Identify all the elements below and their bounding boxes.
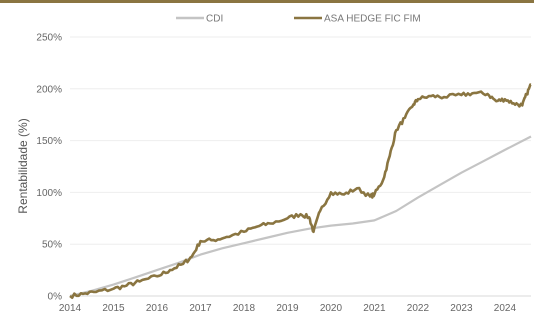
legend-label: ASA HEDGE FIC FIM [324, 14, 421, 25]
legend: CDI ASA HEDGE FIC FIM [176, 14, 421, 25]
x-tick-label: 2018 [233, 303, 256, 314]
y-axis-label: Rentabilidade (%) [16, 118, 30, 213]
x-tick-label: 2014 [59, 303, 82, 314]
legend-label: CDI [206, 14, 223, 25]
x-tick-label: 2022 [407, 303, 430, 314]
x-tick-label: 2016 [146, 303, 169, 314]
x-tick-label: 2019 [276, 303, 299, 314]
y-tick-label: 200% [36, 84, 62, 95]
y-tick-label: 250% [36, 33, 62, 44]
y-axis-ticks: 0% 50% 100% 150% 200% 250% [36, 33, 62, 303]
series-group [69, 83, 532, 299]
x-tick-label: 2021 [363, 303, 386, 314]
series-line-asa-hedge [69, 83, 532, 299]
x-axis-ticks: 2014 2015 2016 2017 2018 2019 2020 2021 2022 2023… [59, 303, 517, 314]
y-tick-label: 0% [48, 292, 63, 303]
y-tick-label: 150% [36, 136, 62, 147]
x-tick-label: 2017 [189, 303, 212, 314]
y-tick-label: 100% [36, 188, 62, 199]
series-line-cdi [69, 135, 532, 298]
y-tick-label: 50% [42, 240, 62, 251]
grid [70, 36, 531, 245]
x-tick-label: 2020 [320, 303, 343, 314]
header-accent-bar [0, 0, 534, 3]
x-tick-label: 2023 [450, 303, 473, 314]
x-tick-label: 2024 [494, 303, 517, 314]
x-tick-label: 2015 [102, 303, 125, 314]
